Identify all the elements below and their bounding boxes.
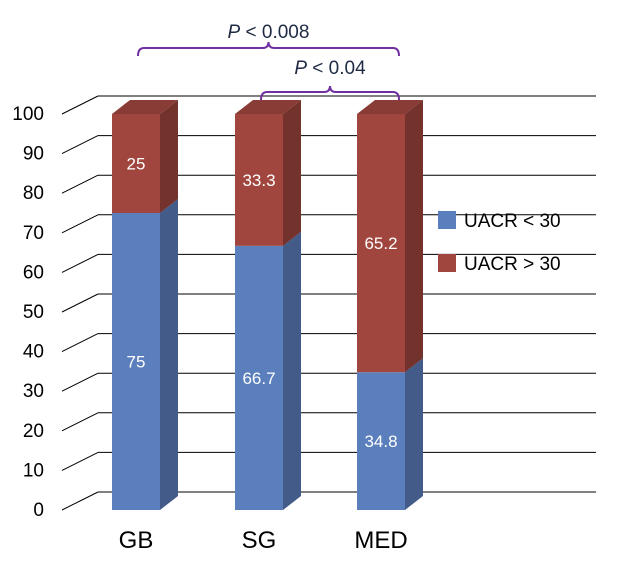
y-tick-label: 90 bbox=[23, 144, 44, 165]
legend-label: UACR < 30 bbox=[464, 211, 561, 232]
y-tick-label: 50 bbox=[23, 302, 44, 323]
p-symbol: P bbox=[228, 22, 241, 43]
bar-segment bbox=[112, 114, 160, 213]
significance-bracket bbox=[137, 41, 400, 57]
bar-segment bbox=[235, 245, 283, 511]
y-tick-label: 30 bbox=[23, 381, 44, 402]
x-tick-label: SG bbox=[242, 527, 277, 554]
bar-top bbox=[112, 100, 178, 114]
gridline-diagonal bbox=[61, 372, 99, 392]
bar-side bbox=[283, 100, 301, 246]
gridline-diagonal bbox=[61, 333, 99, 353]
x-tick-label: GB bbox=[119, 527, 154, 554]
bar-data-label: 25 bbox=[127, 155, 146, 174]
bar-side bbox=[160, 199, 178, 510]
y-tick-label: 40 bbox=[23, 342, 44, 363]
bar-data-label: 75 bbox=[127, 353, 146, 372]
bar-segment bbox=[112, 213, 160, 510]
gridlines bbox=[61, 95, 596, 511]
bar-data-label: 33.3 bbox=[242, 171, 275, 190]
bar-top bbox=[235, 100, 301, 114]
legend-label: UACR > 30 bbox=[464, 254, 561, 275]
gridline-diagonal bbox=[61, 451, 99, 471]
legend: UACR < 30 UACR > 30 bbox=[438, 211, 561, 275]
bar-segment bbox=[357, 114, 405, 373]
y-tick-label: 10 bbox=[23, 460, 44, 481]
y-tick-label: 0 bbox=[33, 500, 44, 521]
p-value: < 0.04 bbox=[307, 58, 366, 79]
p-value: < 0.008 bbox=[240, 22, 309, 43]
bar-side bbox=[405, 100, 423, 373]
bar-side bbox=[283, 231, 301, 511]
bar-data-label: 66.7 bbox=[242, 369, 275, 388]
bar-data-label: 65.2 bbox=[364, 234, 397, 253]
bar-side bbox=[405, 358, 423, 510]
bar-side bbox=[160, 100, 178, 213]
bar-top bbox=[357, 100, 423, 114]
y-tick-label: 70 bbox=[23, 223, 44, 244]
y-tick-label: 100 bbox=[12, 104, 44, 125]
significance-label: P < 0.04 bbox=[294, 58, 366, 79]
bars: 75 25 66.7 33.3 34.8 65.2 bbox=[112, 100, 423, 511]
gridline-diagonal bbox=[61, 412, 99, 432]
gridline-diagonal bbox=[61, 491, 99, 511]
significance-bracket bbox=[260, 85, 400, 101]
gridline-diagonal bbox=[61, 135, 99, 155]
significance-label: P < 0.008 bbox=[228, 22, 310, 43]
p-symbol: P bbox=[294, 58, 307, 79]
y-axis-ticks: 0 10 20 30 40 50 60 70 80 90 100 bbox=[12, 104, 44, 521]
x-tick-label: MED bbox=[354, 527, 407, 554]
gridline-diagonal bbox=[61, 95, 99, 115]
legend-swatch bbox=[438, 211, 456, 229]
bar-data-label: 34.8 bbox=[364, 432, 397, 451]
y-tick-label: 20 bbox=[23, 421, 44, 442]
y-tick-label: 80 bbox=[23, 183, 44, 204]
bar-segment bbox=[235, 114, 283, 246]
legend-swatch bbox=[438, 254, 456, 272]
x-axis-ticks: GB SG MED bbox=[119, 527, 408, 554]
gridline-diagonal bbox=[61, 253, 99, 273]
bar-segment bbox=[357, 372, 405, 510]
gridline-diagonal bbox=[61, 293, 99, 313]
gridline-diagonal bbox=[61, 174, 99, 194]
gridline-diagonal bbox=[61, 214, 99, 234]
y-tick-label: 60 bbox=[23, 262, 44, 283]
